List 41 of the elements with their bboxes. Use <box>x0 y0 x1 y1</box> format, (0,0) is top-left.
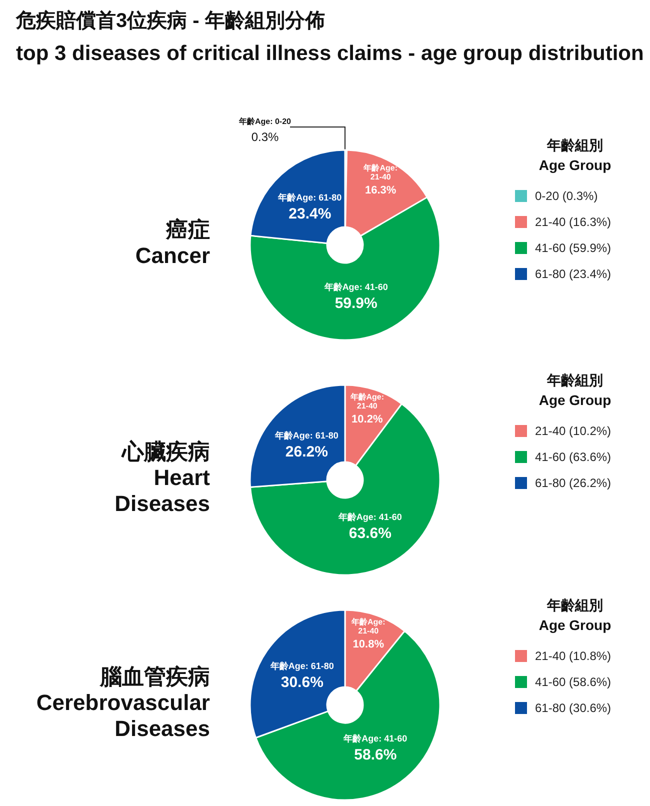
text: 年齡Age: 21-40 <box>350 392 384 410</box>
text: 危疾賠償首3位疾病 - 年齡組別分佈 <box>15 9 325 32</box>
data-label: 0.3% <box>251 130 279 144</box>
legend-label: 61-80 (30.6%) <box>535 701 612 715</box>
text: 年齡Age: 0-20 <box>238 117 292 126</box>
data-label: 63.6% <box>348 524 392 542</box>
text: 癌症 <box>165 217 210 242</box>
data-label: 58.6% <box>354 746 397 764</box>
legend-label: 21-40 (16.3%) <box>535 215 612 229</box>
data-label: 30.6% <box>280 674 324 692</box>
legend-title: 年齡組別 Age Group <box>538 597 612 633</box>
text: 心臟疾病 <box>121 439 210 464</box>
text: 年齡Age: 41-60 <box>338 512 402 522</box>
legend-label: 41-60 (58.6%) <box>535 675 612 689</box>
text: 年齡Age: 21-40 <box>352 618 386 636</box>
legend-label: 41-60 (59.9%) <box>535 241 612 255</box>
legend-label: 21-40 (10.2%) <box>535 424 612 438</box>
data-label: 26.2% <box>285 443 328 460</box>
text: top 3 diseases of critical illness claims - age group distribution <box>16 42 644 65</box>
legend-label: 0-20 (0.3%) <box>535 189 598 203</box>
legend-label: 61-80 (23.4%) <box>535 267 612 281</box>
legend-label: 61-80 (26.2%) <box>535 476 612 490</box>
text: Cerebrovascular Diseases <box>36 690 210 741</box>
text: 年齡Age: 21-40 <box>364 163 398 182</box>
text: 年齡Age: 41-60 <box>344 733 408 744</box>
text: 年齡Age: 61-80 <box>274 430 338 440</box>
text: Heart Diseases <box>114 465 211 516</box>
data-label: 59.9% <box>334 295 378 312</box>
text: 年齡Age: 61-80 <box>270 661 334 672</box>
data-label: 10.8% <box>352 638 384 651</box>
legend-label: 41-60 (63.6%) <box>535 450 612 464</box>
data-label: 10.2% <box>352 413 383 426</box>
text: 年齡Age: 41-60 <box>324 282 388 292</box>
text: 腦血管疾病 <box>99 664 210 689</box>
text: 年齡Age: 61-80 <box>278 192 342 202</box>
legend-title: 年齡組別 Age Group <box>538 137 612 173</box>
data-label: 23.4% <box>288 205 332 222</box>
legend-title: 年齡組別 Age Group <box>538 372 612 408</box>
legend-label: 21-40 (10.8%) <box>535 649 612 663</box>
data-label: 16.3% <box>365 184 396 196</box>
text: Cancer <box>135 243 210 268</box>
